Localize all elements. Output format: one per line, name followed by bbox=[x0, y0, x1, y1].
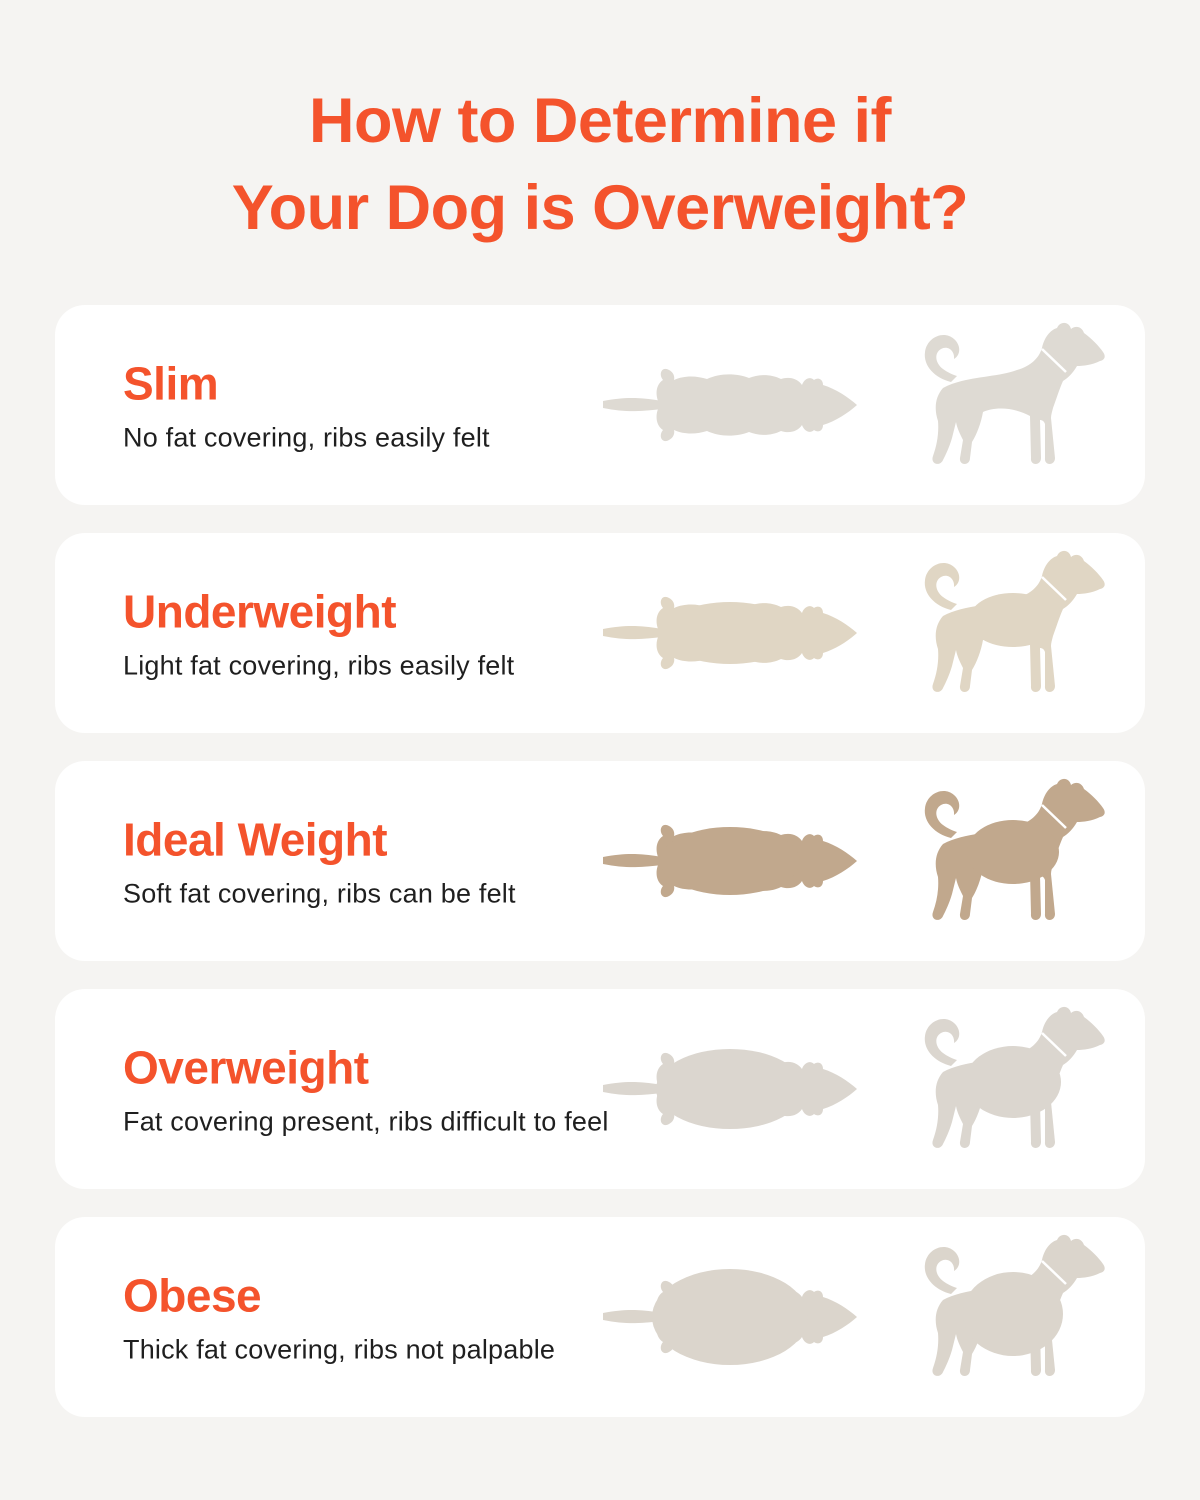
card-ideal-weight: Ideal Weight Soft fat covering, ribs can… bbox=[55, 761, 1145, 961]
side-body-fat-overlay bbox=[969, 593, 1057, 647]
side-body-fat-overlay bbox=[963, 1272, 1063, 1356]
category-description: Soft fat covering, ribs can be felt bbox=[123, 878, 516, 909]
category-label: Overweight bbox=[123, 1041, 369, 1094]
category-label: Obese bbox=[123, 1269, 262, 1322]
category-label: Underweight bbox=[123, 585, 397, 638]
top-view-dog-icon bbox=[603, 368, 857, 442]
category-label: Ideal Weight bbox=[123, 813, 388, 866]
side-view-dog-icon bbox=[923, 777, 1105, 922]
dog-shapes bbox=[603, 1233, 1105, 1378]
card-text-block: Ideal Weight Soft fat covering, ribs can… bbox=[123, 813, 516, 910]
top-body-fat-overlay bbox=[656, 1049, 804, 1129]
category-description: Light fat covering, ribs easily felt bbox=[123, 650, 515, 681]
top-body-fat-overlay bbox=[652, 1269, 808, 1365]
top-body-fat-overlay bbox=[662, 602, 798, 664]
card-underweight: Underweight Light fat covering, ribs eas… bbox=[55, 533, 1145, 733]
top-body-fat-overlay bbox=[660, 827, 800, 895]
category-description: Thick fat covering, ribs not palpable bbox=[123, 1334, 556, 1365]
category-description: Fat covering present, ribs difficult to … bbox=[123, 1106, 609, 1137]
side-view-dog-icon bbox=[923, 1005, 1105, 1150]
side-view-dog-icon bbox=[923, 549, 1105, 694]
top-view-dog-icon bbox=[603, 1052, 857, 1126]
card-text-block: Slim No fat covering, ribs easily felt bbox=[123, 357, 490, 454]
side-view-dog-icon bbox=[923, 321, 1105, 466]
top-view-dog-icon bbox=[603, 824, 857, 898]
card-overweight: Overweight Fat covering present, ribs di… bbox=[55, 989, 1145, 1189]
dog-silhouettes-obese bbox=[603, 1233, 1105, 1378]
dog-shapes bbox=[603, 777, 1105, 922]
dog-shapes bbox=[603, 1005, 1105, 1150]
dog-shapes bbox=[603, 321, 1105, 466]
dog-shapes bbox=[603, 549, 1105, 694]
card-text-block: Underweight Light fat covering, ribs eas… bbox=[123, 585, 514, 682]
card-slim: Slim No fat covering, ribs easily felt bbox=[55, 305, 1145, 505]
top-view-dog-icon bbox=[603, 596, 857, 670]
dog-silhouettes-ideal bbox=[603, 777, 1105, 922]
side-view-dog-icon bbox=[923, 1233, 1105, 1378]
category-description: No fat covering, ribs easily felt bbox=[123, 422, 490, 453]
side-body-fat-overlay bbox=[965, 1046, 1061, 1118]
page-title-line1: How to Determine if bbox=[308, 86, 892, 156]
category-card-list: Slim No fat covering, ribs easily felt U… bbox=[55, 305, 1145, 1445]
category-label: Slim bbox=[123, 357, 219, 410]
page-title: How to Determine if Your Dog is Overweigh… bbox=[0, 0, 1200, 252]
top-view-dog-icon bbox=[603, 1280, 857, 1354]
dog-silhouettes-underweight bbox=[603, 549, 1105, 694]
card-text-block: Overweight Fat covering present, ribs di… bbox=[123, 1041, 609, 1138]
dog-silhouettes-slim bbox=[603, 321, 1105, 466]
page-title-line2: Your Dog is Overweight? bbox=[231, 172, 969, 243]
side-body-fat-overlay bbox=[967, 820, 1059, 884]
card-text-block: Obese Thick fat covering, ribs not palpa… bbox=[123, 1269, 555, 1366]
dog-silhouettes-overweight bbox=[603, 1005, 1105, 1150]
card-obese: Obese Thick fat covering, ribs not palpa… bbox=[55, 1217, 1145, 1417]
